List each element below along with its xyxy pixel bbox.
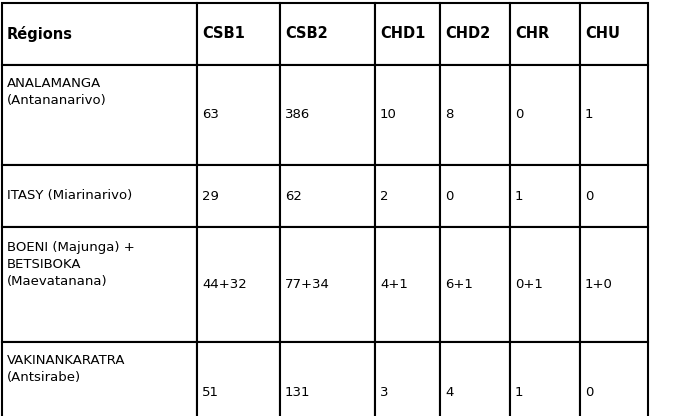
Text: CHD1: CHD1 xyxy=(380,27,426,42)
Bar xyxy=(2,3,197,65)
Text: 4: 4 xyxy=(445,386,454,399)
Bar xyxy=(375,342,440,416)
Bar xyxy=(197,165,280,227)
Bar xyxy=(510,165,580,227)
Bar xyxy=(2,165,197,227)
Text: 131: 131 xyxy=(285,386,310,399)
Text: CHR: CHR xyxy=(515,27,549,42)
Bar xyxy=(580,3,648,65)
Text: 1: 1 xyxy=(515,386,524,399)
Bar xyxy=(440,3,510,65)
Bar xyxy=(375,3,440,65)
Text: 0: 0 xyxy=(515,109,524,121)
Text: CSB2: CSB2 xyxy=(285,27,328,42)
Bar xyxy=(375,227,440,342)
Text: 1+0: 1+0 xyxy=(585,278,613,291)
Text: 0: 0 xyxy=(585,190,593,203)
Text: 8: 8 xyxy=(445,109,454,121)
Text: 0+1: 0+1 xyxy=(515,278,543,291)
Text: 77+34: 77+34 xyxy=(285,278,330,291)
Bar xyxy=(197,342,280,416)
Text: CHU: CHU xyxy=(585,27,620,42)
Bar xyxy=(280,342,375,416)
Bar xyxy=(440,165,510,227)
Text: 29: 29 xyxy=(202,190,219,203)
Text: 386: 386 xyxy=(285,109,310,121)
Text: 1: 1 xyxy=(515,190,524,203)
Bar xyxy=(440,342,510,416)
Bar xyxy=(280,3,375,65)
Bar xyxy=(197,227,280,342)
Bar xyxy=(440,227,510,342)
Bar xyxy=(2,65,197,165)
Text: 51: 51 xyxy=(202,386,219,399)
Bar xyxy=(510,342,580,416)
Text: ANALAMANGA
(Antananarivo): ANALAMANGA (Antananarivo) xyxy=(7,77,107,107)
Bar xyxy=(440,65,510,165)
Text: 4+1: 4+1 xyxy=(380,278,408,291)
Text: 0: 0 xyxy=(445,190,454,203)
Bar xyxy=(197,65,280,165)
Text: 62: 62 xyxy=(285,190,302,203)
Bar xyxy=(580,342,648,416)
Bar xyxy=(375,165,440,227)
Text: 10: 10 xyxy=(380,109,397,121)
Text: CSB1: CSB1 xyxy=(202,27,245,42)
Bar xyxy=(580,227,648,342)
Text: 1: 1 xyxy=(585,109,593,121)
Bar xyxy=(580,65,648,165)
Bar xyxy=(2,342,197,416)
Text: 3: 3 xyxy=(380,386,389,399)
Text: 63: 63 xyxy=(202,109,219,121)
Bar xyxy=(280,227,375,342)
Text: 0: 0 xyxy=(585,386,593,399)
Text: 2: 2 xyxy=(380,190,389,203)
Bar xyxy=(2,227,197,342)
Text: 44+32: 44+32 xyxy=(202,278,247,291)
Bar xyxy=(510,65,580,165)
Bar xyxy=(580,165,648,227)
Bar xyxy=(280,165,375,227)
Bar xyxy=(375,65,440,165)
Text: ITASY (Miarinarivo): ITASY (Miarinarivo) xyxy=(7,190,132,203)
Text: VAKINANKARATRA
(Antsirabe): VAKINANKARATRA (Antsirabe) xyxy=(7,354,126,384)
Bar xyxy=(510,227,580,342)
Bar xyxy=(280,65,375,165)
Text: Régions: Régions xyxy=(7,26,73,42)
Text: 6+1: 6+1 xyxy=(445,278,473,291)
Bar xyxy=(197,3,280,65)
Bar xyxy=(510,3,580,65)
Text: CHD2: CHD2 xyxy=(445,27,490,42)
Text: BOENI (Majunga) +
BETSIBOKA
(Maevatanana): BOENI (Majunga) + BETSIBOKA (Maevatanana… xyxy=(7,241,135,288)
